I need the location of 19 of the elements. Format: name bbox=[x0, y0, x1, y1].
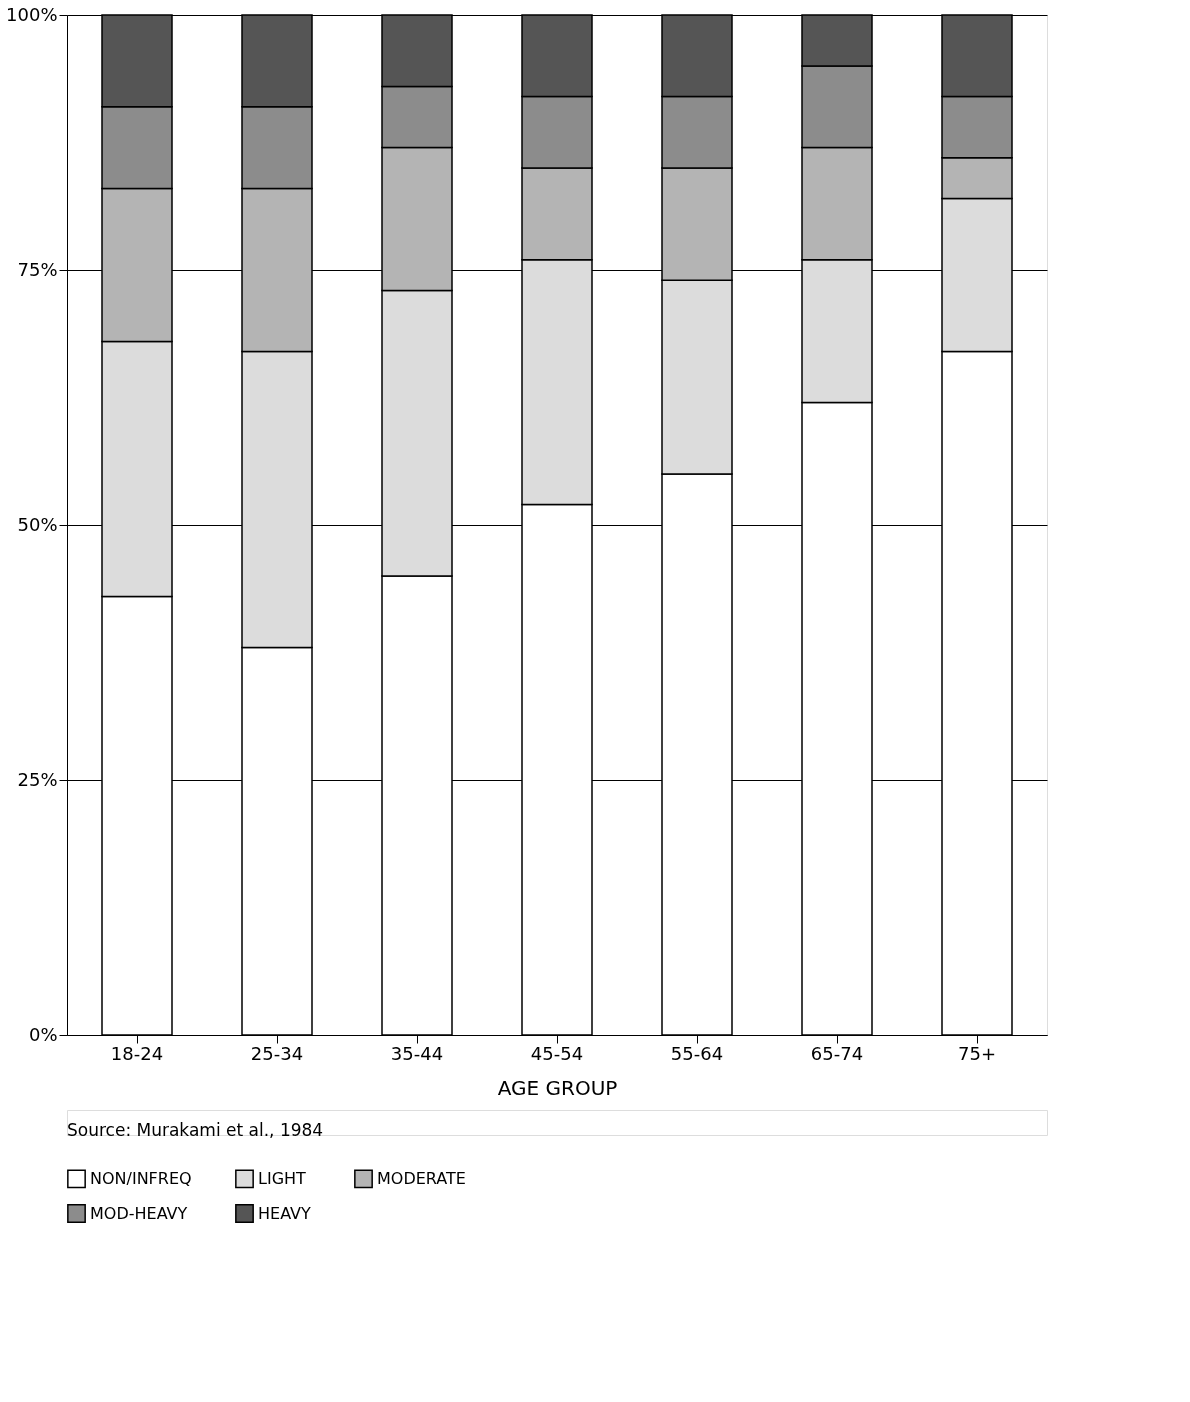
x-tick-label: 35-44 bbox=[390, 1042, 444, 1064]
x-tick-label: 25-34 bbox=[250, 1042, 304, 1064]
y-tick-label: 25% bbox=[17, 768, 58, 790]
legend-label: LIGHT bbox=[258, 1168, 307, 1188]
y-tick-label: 75% bbox=[17, 258, 58, 280]
x-tick-label: 65-74 bbox=[810, 1042, 864, 1064]
legend-label: MODERATE bbox=[377, 1168, 466, 1188]
x-axis-title: AGE GROUP bbox=[497, 1075, 618, 1100]
legend-label: HEAVY bbox=[258, 1203, 312, 1223]
x-tick-label: 55-64 bbox=[670, 1042, 724, 1064]
x-tick-label: 18-24 bbox=[110, 1042, 164, 1064]
legend-label: MOD-HEAVY bbox=[90, 1203, 188, 1223]
y-tick-label: 100% bbox=[6, 3, 58, 25]
x-tick-label: 75+ bbox=[958, 1042, 996, 1064]
x-tick-label: 45-54 bbox=[530, 1042, 584, 1064]
y-tick-label: 50% bbox=[17, 513, 58, 535]
source-note: Source: Murakami et al., 1984 bbox=[67, 1119, 324, 1140]
y-tick-label: 0% bbox=[28, 1023, 58, 1045]
legend-label: NON/INFREQ bbox=[90, 1168, 192, 1188]
